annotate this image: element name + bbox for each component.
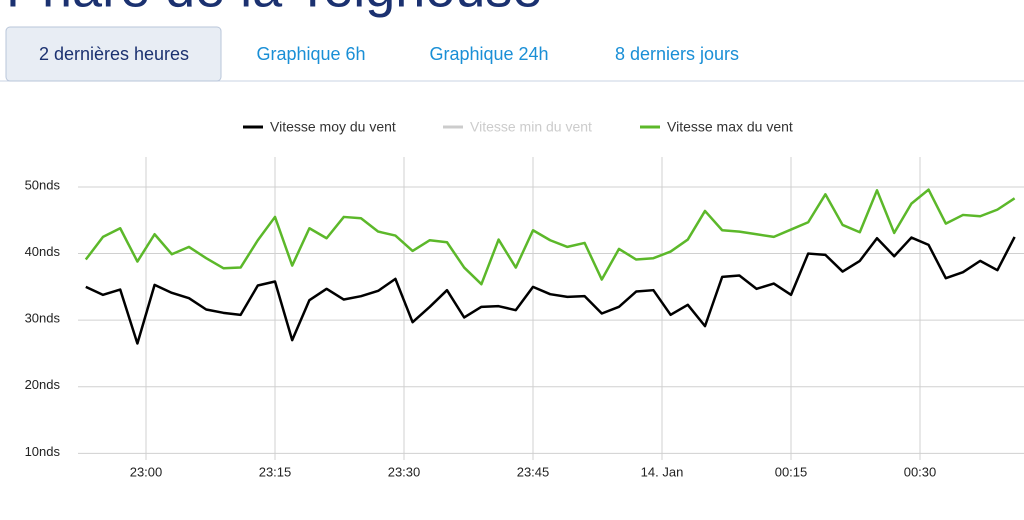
tab[interactable]: Graphique 24h xyxy=(429,44,548,64)
x-tick-label: 14. Jan xyxy=(641,464,684,479)
y-tick-label: 50nds xyxy=(25,177,61,192)
x-tick-label: 23:30 xyxy=(388,464,421,479)
tab[interactable]: 2 dernières heures xyxy=(39,44,189,64)
series-line xyxy=(85,236,1016,345)
series-line xyxy=(84,188,1016,286)
x-tick-label: 23:45 xyxy=(517,464,550,479)
x-tick-label: 23:15 xyxy=(259,464,292,479)
tab[interactable]: Graphique 6h xyxy=(256,44,365,64)
x-tick-label: 00:30 xyxy=(904,464,937,479)
tab[interactable]: 8 derniers jours xyxy=(615,44,739,64)
y-tick-label: 30nds xyxy=(25,311,61,326)
active-tab[interactable] xyxy=(5,26,222,82)
x-tick-label: 23:00 xyxy=(130,464,163,479)
y-tick-label: 40nds xyxy=(25,244,61,259)
x-tick-label: 00:15 xyxy=(775,464,808,479)
legend-label[interactable]: Vitesse max du vent xyxy=(667,119,793,135)
legend-label[interactable]: Vitesse moy du vent xyxy=(270,119,396,135)
y-tick-label: 10nds xyxy=(25,444,61,459)
page-title: Phare de la Teignouse xyxy=(6,0,542,18)
legend-label[interactable]: Vitesse min du vent xyxy=(470,119,592,135)
y-tick-label: 20nds xyxy=(25,377,61,392)
